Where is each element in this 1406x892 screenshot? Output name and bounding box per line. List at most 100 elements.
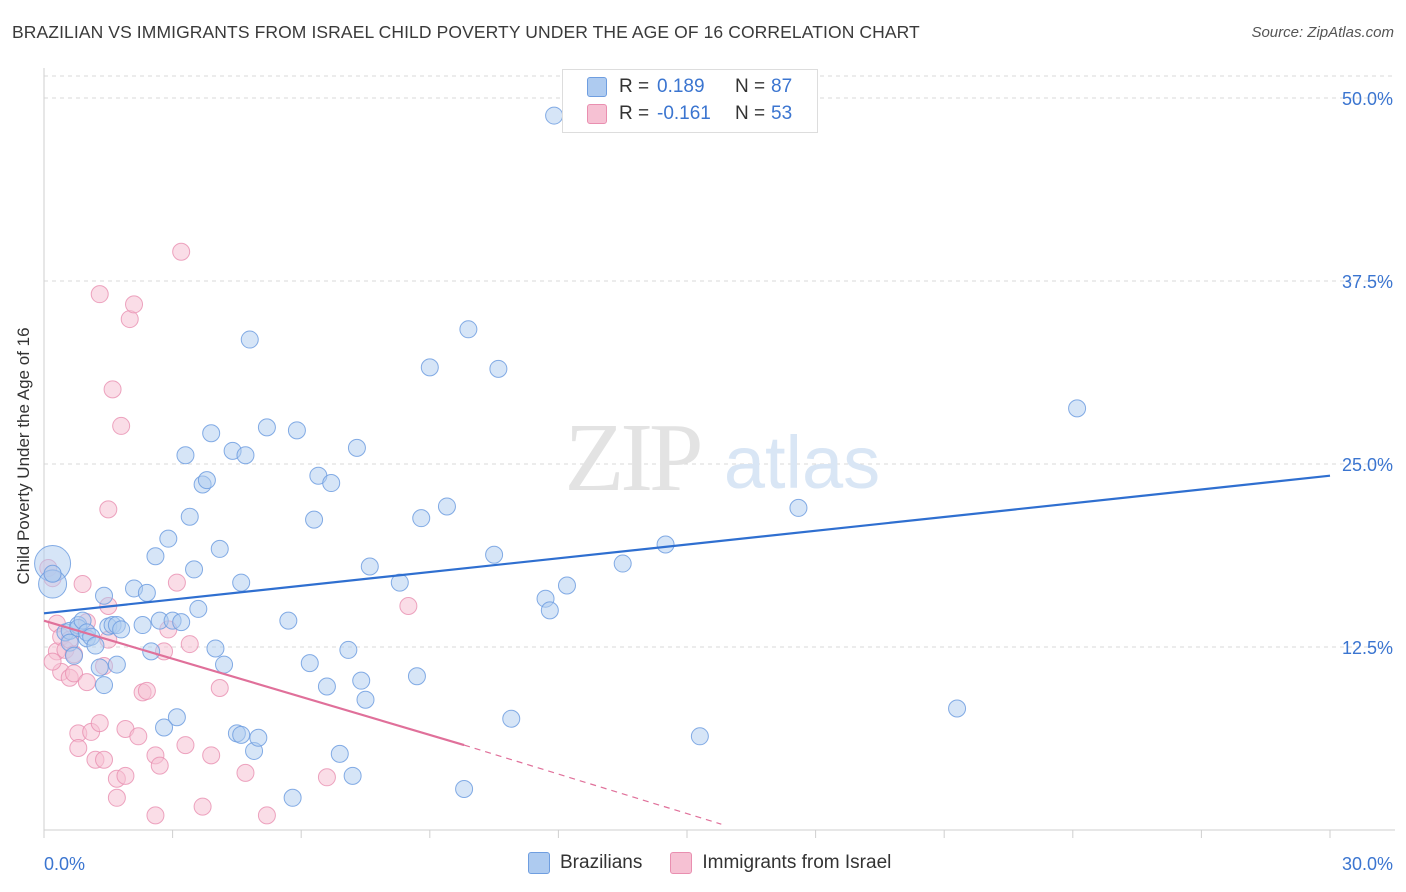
israel-point	[202, 746, 221, 765]
brazilian-point	[390, 573, 409, 592]
brazilian-point	[279, 611, 298, 630]
pink-swatch	[670, 852, 693, 874]
y-tick-label: 12.5%	[1342, 638, 1393, 658]
brazilian-point	[690, 727, 709, 746]
x-tick-label: 30.0%	[1342, 854, 1393, 874]
brazilian-point	[360, 557, 379, 576]
israel-point	[150, 756, 169, 775]
n-label: N =	[735, 103, 766, 124]
brazilian-point	[343, 766, 362, 785]
brazilian-point	[656, 535, 675, 554]
brazilian-trend-line	[43, 474, 1331, 615]
israel-point	[193, 797, 212, 816]
chart-title: BRAZILIAN VS IMMIGRANTS FROM ISRAEL CHIL…	[12, 22, 920, 42]
brazilian-point	[206, 639, 225, 658]
r-value: -0.161	[657, 103, 711, 124]
brazilian-point	[107, 655, 126, 674]
legend-item-israel[interactable]: Immigrants from Israel	[670, 852, 891, 874]
brazilian-point	[283, 788, 302, 807]
brazilian-point	[330, 744, 349, 763]
israel-point	[399, 597, 418, 616]
legend-row-israel: R = -0.161 N = 53	[587, 102, 792, 126]
brazilian-point	[146, 547, 165, 566]
watermark-zip: ZIP	[565, 404, 700, 512]
brazilian-point	[236, 446, 255, 465]
legend-row-brazilians: R = 0.189 N = 87	[587, 75, 792, 99]
legend-item-brazilians[interactable]: Brazilians	[528, 852, 642, 874]
brazilian-point	[322, 474, 341, 493]
brazilian-point	[545, 106, 564, 125]
watermark: ZIP atlas	[565, 404, 881, 512]
israel-trend-extension	[463, 744, 722, 825]
n-value: 53	[771, 103, 793, 124]
brazilian-point	[257, 418, 276, 437]
brazilian-point	[420, 358, 439, 377]
y-tick-label: 50.0%	[1342, 89, 1393, 109]
brazilian-point	[455, 780, 474, 799]
brazilian-point	[352, 671, 371, 690]
blue-swatch	[587, 77, 607, 97]
brazilian-point	[43, 564, 62, 583]
brazilian-point	[249, 728, 268, 747]
israel-point	[90, 714, 109, 733]
brazilian-point	[180, 507, 199, 526]
israel-point	[116, 766, 135, 785]
israel-point	[180, 635, 199, 654]
brazilian-point	[948, 699, 967, 718]
israel-point	[99, 500, 118, 519]
brazilian-point	[347, 438, 366, 457]
israel-point	[90, 285, 109, 304]
brazilian-point	[287, 421, 306, 440]
axes	[43, 68, 1395, 838]
brazilian-point	[185, 560, 204, 579]
brazilian-point	[240, 330, 259, 349]
brazilian-point	[95, 586, 114, 605]
correlation-legend: R = 0.189 N = 87 R = -0.161 N = 53	[562, 69, 818, 133]
israel-point	[73, 575, 92, 594]
israel-point	[236, 763, 255, 782]
brazilian-point	[176, 446, 195, 465]
brazilian-point	[232, 725, 251, 744]
brazilian-point	[305, 510, 324, 529]
source-credit: Source: ZipAtlas.com	[1251, 24, 1394, 41]
israel-point	[167, 573, 186, 592]
israel-point	[69, 739, 88, 758]
brazilian-point	[540, 601, 559, 620]
brazilian-point	[613, 554, 632, 573]
brazilian-point	[407, 667, 426, 686]
watermark-atlas: atlas	[724, 421, 880, 504]
brazilian-point	[90, 658, 109, 677]
brazilian-point	[137, 583, 156, 602]
israel-point	[103, 380, 122, 399]
tick-labels: 12.5% 25.0% 37.5% 50.0% 0.0% 30.0%	[44, 89, 1393, 874]
brazilian-point	[86, 636, 105, 655]
israel-point	[65, 664, 84, 683]
brazilian-point	[95, 676, 114, 695]
israel-point	[176, 736, 195, 755]
brazilian-point	[172, 613, 191, 632]
x-tick-label: 0.0%	[44, 854, 85, 874]
israel-point	[95, 750, 114, 769]
brazilian-point	[65, 646, 84, 665]
israel-point	[107, 788, 126, 807]
r-label: R =	[619, 76, 650, 97]
israel-point	[210, 678, 229, 697]
brazilian-point	[459, 320, 478, 339]
brazilian-point	[789, 498, 808, 517]
r-label: R =	[619, 103, 650, 124]
israel-point	[137, 681, 156, 700]
y-tick-label: 25.0%	[1342, 455, 1393, 475]
trend-lines	[43, 474, 1331, 825]
n-value: 87	[771, 76, 793, 97]
brazilian-point	[317, 677, 336, 696]
legend-label: Brazilians	[560, 852, 643, 873]
israel-point	[112, 416, 131, 435]
y-axis-label: Child Poverty Under the Age of 16	[14, 327, 33, 585]
brazilian-point	[412, 509, 431, 528]
r-value: 0.189	[657, 76, 705, 97]
brazilian-point	[437, 497, 456, 516]
israel-point	[146, 806, 165, 825]
brazilian-point	[489, 359, 508, 378]
brazilian-point	[215, 655, 234, 674]
